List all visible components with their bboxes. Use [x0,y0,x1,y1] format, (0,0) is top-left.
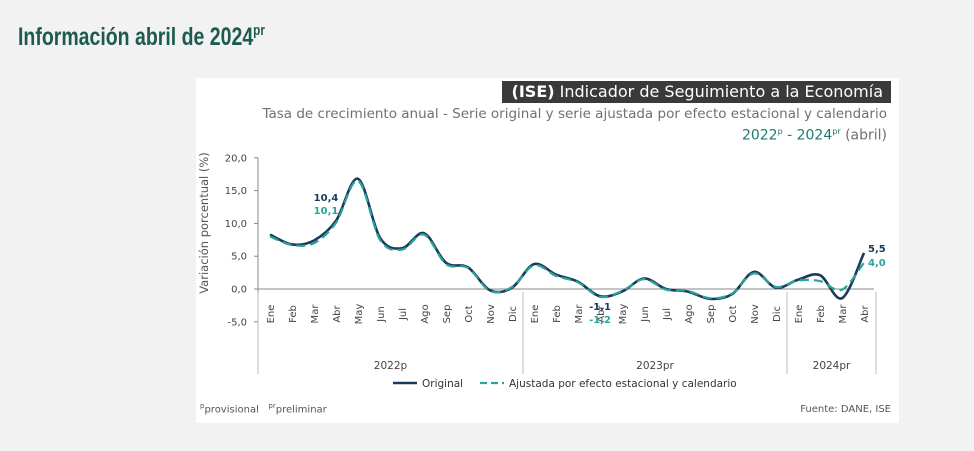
x-tick-label: Nov [486,304,497,324]
x-tick-label: Feb [288,305,299,323]
data-label: 10,1 [314,206,339,217]
x-tick-label: Ene [266,305,277,324]
x-tick-label: Sep [706,305,717,324]
x-tick-label: Dic [508,306,519,322]
data-label: -1,1 [589,302,611,313]
y-tick-label: 10,0 [225,219,247,230]
x-group-label: 2022p [374,360,408,372]
x-tick-label: Feb [552,305,563,323]
page-title: Información abril de 2024pr [18,22,265,51]
x-tick-label: Sep [442,305,453,324]
x-tick-label: Mar [310,304,321,324]
source-note: Fuente: DANE, ISE [800,404,891,415]
ise-line-chart: Variación porcentual (%) 20,0 15,0 10,0 5,0 0… [197,152,886,390]
x-tick-label: Abr [860,304,871,322]
x-tick-label: Abr [596,304,607,322]
data-label: 10,4 [314,193,339,204]
x-tick-label: Jun [640,306,651,323]
data-label: 4,0 [868,258,886,269]
x-tick-label: Ago [420,304,431,323]
legend-label-adjusted: Ajustada por efecto estacional y calenda… [509,378,737,390]
x-tick-label: Feb [816,305,827,323]
y-tick-label: 5,0 [231,252,247,263]
x-tick-label: Ene [794,305,805,324]
x-tick-label: Nov [750,304,761,324]
chart-period: 2022p - 2024pr (abril) [741,127,887,144]
chart-card: (ISE) Indicador de Seguimiento a la Econ… [196,78,899,423]
x-tick-label: Dic [772,306,783,322]
chart-title: (ISE) Indicador de Seguimiento a la Econ… [501,81,891,103]
footnote: pprovisional prpreliminar [200,402,327,416]
y-axis-label: Variación porcentual (%) [197,152,211,294]
x-tick-label: Ago [684,304,695,323]
x-tick-label: Jul [662,308,673,321]
y-tick-label: -5,0 [227,317,247,328]
data-label: -1,2 [589,315,611,326]
y-tick-label: 15,0 [225,186,247,197]
chart-subtitle: Tasa de crecimiento anual - Serie origin… [262,106,887,122]
x-tick-label: Mar [838,304,849,324]
data-label: 5,5 [868,244,886,255]
x-tick-label: Ene [530,305,541,324]
x-tick-label: Mar [574,304,585,324]
x-group-label: 2024pr [813,360,851,372]
x-tick-label: Jul [398,308,409,321]
series-line-adjusted [269,179,865,300]
x-tick-label: May [354,304,365,325]
legend-label-original: Original [422,378,463,390]
x-group-label: 2023pr [636,360,674,372]
y-tick-label: 0,0 [231,285,247,296]
x-tick-label: Oct [728,305,739,322]
x-tick-label: Oct [464,305,475,322]
series-line-original [269,177,866,301]
x-tick-label: Jun [376,306,387,323]
x-tick-label: May [618,304,629,325]
y-tick-label: 20,0 [225,153,247,164]
x-tick-label: Abr [332,304,343,322]
